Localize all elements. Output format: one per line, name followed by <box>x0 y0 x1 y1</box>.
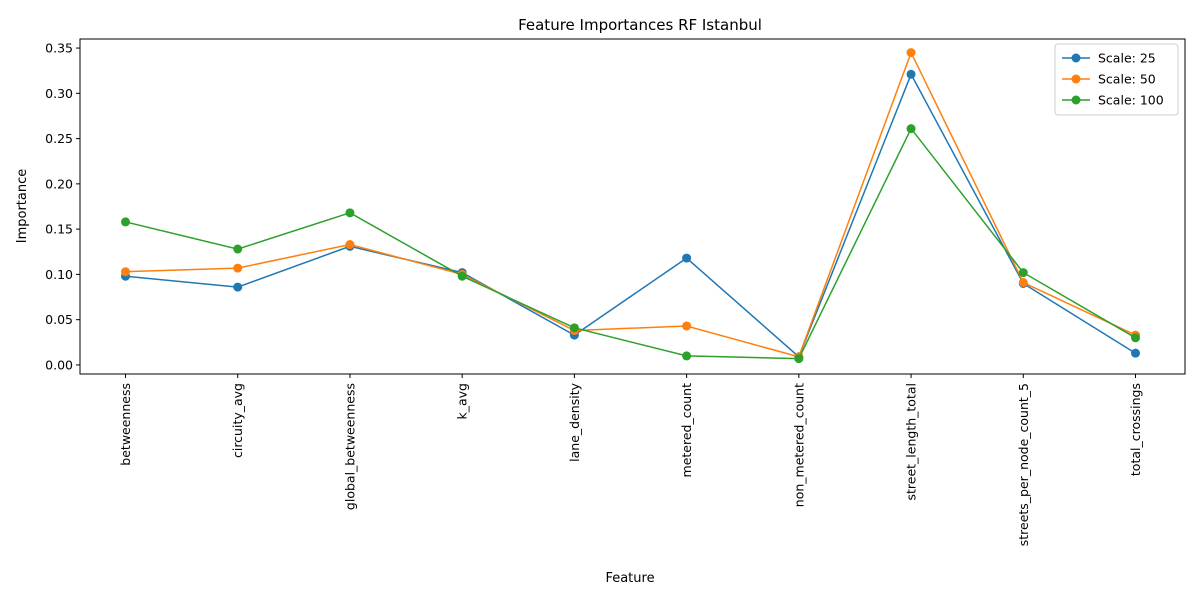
legend-marker <box>1071 95 1081 105</box>
y-tick-label: 0.35 <box>45 41 73 56</box>
data-point <box>233 282 243 292</box>
series-scale-50 <box>121 48 1140 362</box>
data-point <box>1131 333 1140 343</box>
data-point <box>906 69 916 79</box>
data-point <box>345 240 355 250</box>
chart-title: Feature Importances RF Istanbul <box>518 16 762 34</box>
legend: Scale: 25 Scale: 50 Scale: 100 <box>1054 43 1179 116</box>
x-tick-label: non_metered_count <box>791 383 806 507</box>
legend-label: Scale: 50 <box>1098 72 1156 87</box>
legend-label: Scale: 25 <box>1098 51 1156 66</box>
data-point <box>233 244 243 254</box>
y-tick-label: 0.15 <box>45 222 73 237</box>
y-tick-label: 0.05 <box>45 312 73 327</box>
data-point <box>906 48 916 58</box>
y-axis-label: Importance <box>15 169 30 244</box>
data-point <box>682 253 692 263</box>
x-tick-label: streets_per_node_count_5 <box>1016 383 1031 546</box>
series-line <box>125 50 1136 358</box>
x-tick-label: lane_density <box>567 382 582 461</box>
data-point <box>682 321 692 331</box>
series-scale-25 <box>121 69 1140 362</box>
series-line <box>125 127 1136 360</box>
series-scale-100 <box>121 124 1140 364</box>
data-point <box>569 323 579 333</box>
legend-marker <box>1071 53 1081 63</box>
data-point <box>906 124 916 134</box>
plot-area <box>121 48 1140 364</box>
y-tick-label: 0.20 <box>45 176 73 191</box>
data-point <box>233 263 243 273</box>
plot-frame <box>79 38 1186 375</box>
x-tick-label: total_crossings <box>1128 383 1143 476</box>
y-axis: 0.00 0.05 0.10 0.15 0.20 0.25 0.30 0.35 <box>45 41 80 372</box>
data-point <box>121 217 130 227</box>
y-tick-label: 0.10 <box>45 267 73 282</box>
x-tick-label: street_length_total <box>904 383 919 501</box>
data-point <box>121 267 130 277</box>
x-tick-label: circuity_avg <box>230 383 245 458</box>
data-point <box>1131 348 1140 358</box>
data-point <box>1018 268 1028 278</box>
data-point <box>1018 278 1028 288</box>
legend-label: Scale: 100 <box>1098 93 1164 108</box>
data-point <box>345 208 355 218</box>
y-tick-label: 0.25 <box>45 131 73 146</box>
data-point <box>794 354 804 364</box>
x-tick-label: betweenness <box>118 383 133 466</box>
x-tick-label: metered_count <box>679 383 694 478</box>
x-tick-label: k_avg <box>455 383 470 419</box>
legend-box <box>1054 43 1179 116</box>
legend-marker <box>1071 74 1081 84</box>
data-point <box>457 271 467 281</box>
x-axis-label: Feature <box>605 571 654 586</box>
x-tick-label: global_betweenness <box>342 383 357 510</box>
y-tick-label: 0.00 <box>45 357 73 372</box>
y-tick-label: 0.30 <box>45 86 73 101</box>
x-axis: betweenness circuity_avg global_betweennes… <box>118 374 1143 546</box>
series-line <box>125 72 1136 359</box>
data-point <box>682 351 692 361</box>
